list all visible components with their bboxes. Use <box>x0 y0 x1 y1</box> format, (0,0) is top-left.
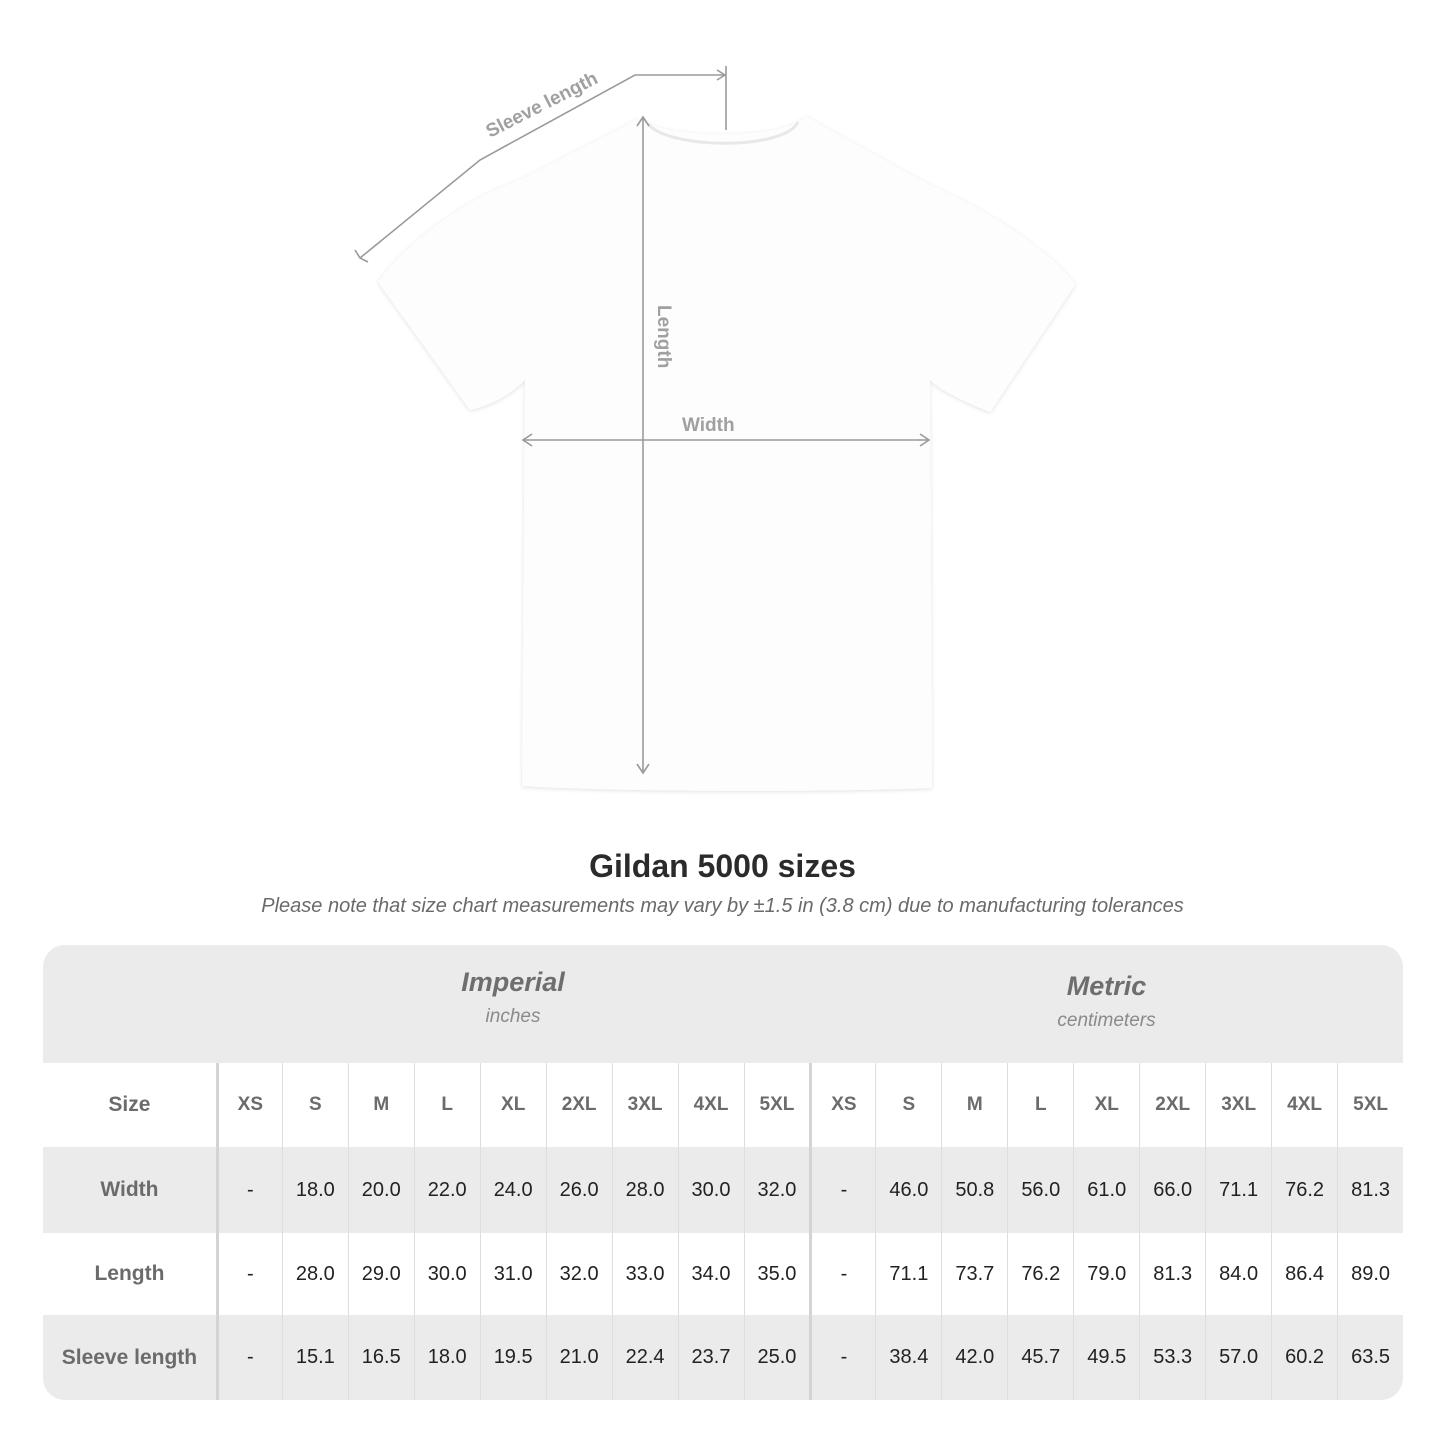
metric-cell: 76.2 <box>1271 1147 1337 1233</box>
metric-cell: S <box>875 1063 941 1147</box>
imperial-cell: 2XL <box>545 1063 612 1147</box>
metric-cell: 3XL <box>1205 1063 1271 1147</box>
metric-cell: 81.3 <box>1337 1147 1403 1233</box>
imperial-header: Imperial inches <box>216 945 810 1063</box>
metric-cell: 2XL <box>1139 1063 1205 1147</box>
table-row: Sleeve length -15.1 16.5 18.0 19.5 21.0 22.4 23… <box>43 1315 1403 1400</box>
imperial-cell: 18.0 <box>281 1147 348 1233</box>
row-label: Sleeve length <box>61 1345 198 1369</box>
metric-unit: centimeters <box>1057 1010 1156 1031</box>
metric-cell: 61.0 <box>1073 1147 1139 1233</box>
metric-cell: - <box>809 1315 875 1400</box>
imperial-title: Imperial <box>461 967 565 997</box>
imperial-cell: XS <box>215 1063 282 1147</box>
metric-title: Metric <box>1066 971 1147 1001</box>
size-header-row: Size XS S M L XL 2XL 3XL 4XL 5XL XS S M L XL 2XL 3XL 4XL 5… <box>43 1063 1403 1147</box>
imperial-cell: M <box>347 1063 414 1147</box>
metric-cell: XS <box>809 1063 875 1147</box>
metric-cell: - <box>809 1233 875 1315</box>
imperial-cell: 21.0 <box>545 1315 612 1400</box>
metric-cell: 71.1 <box>1205 1147 1271 1233</box>
metric-cell: 86.4 <box>1271 1233 1337 1315</box>
metric-cell: 57.0 <box>1205 1315 1271 1400</box>
metric-cell: L <box>1007 1063 1073 1147</box>
imperial-cell: - <box>215 1233 282 1315</box>
metric-cell: 45.7 <box>1007 1315 1073 1400</box>
tshirt-shape <box>378 116 1075 791</box>
row-label: Size <box>108 1093 151 1116</box>
metric-cell: M <box>941 1063 1007 1147</box>
imperial-cell: 22.0 <box>413 1147 480 1233</box>
tolerance-note: Please note that size chart measurements… <box>261 895 1184 917</box>
metric-cell: 50.8 <box>941 1147 1007 1233</box>
imperial-cell: 16.5 <box>347 1315 414 1400</box>
width-label: Width <box>682 415 735 436</box>
size-table: Imperial inches Metric centimeters Size X… <box>43 945 1403 1400</box>
row-label: Length <box>94 1262 165 1285</box>
imperial-cell: 15.1 <box>281 1315 348 1400</box>
imperial-cell: 23.7 <box>677 1315 744 1400</box>
metric-cell: 42.0 <box>941 1315 1007 1400</box>
metric-cell: 84.0 <box>1205 1233 1271 1315</box>
imperial-cell: 19.5 <box>479 1315 546 1400</box>
metric-cell: 79.0 <box>1073 1233 1139 1315</box>
table-row: Width -18.0 20.0 22.0 24.0 26.0 28.0 30.0 32.0-4… <box>43 1147 1403 1233</box>
tshirt-diagram: Sleeve length Length Width <box>354 66 1075 791</box>
imperial-unit: inches <box>485 1006 541 1027</box>
header-band <box>43 945 1403 1063</box>
metric-cell: 4XL <box>1271 1063 1337 1147</box>
metric-cell: 73.7 <box>941 1233 1007 1315</box>
imperial-cell: S <box>281 1063 348 1147</box>
metric-cell: 5XL <box>1337 1063 1403 1147</box>
imperial-cell: 31.0 <box>479 1233 546 1315</box>
metric-cell: 81.3 <box>1139 1233 1205 1315</box>
imperial-cell: 5XL <box>743 1063 810 1147</box>
imperial-cell: 33.0 <box>611 1233 678 1315</box>
imperial-cell: 30.0 <box>413 1233 480 1315</box>
imperial-cell: 32.0 <box>743 1147 810 1233</box>
metric-cell: 49.5 <box>1073 1315 1139 1400</box>
metric-cell: 66.0 <box>1139 1147 1205 1233</box>
imperial-cell: 4XL <box>677 1063 744 1147</box>
metric-cell: 76.2 <box>1007 1233 1073 1315</box>
metric-cell: 89.0 <box>1337 1233 1403 1315</box>
metric-cell: 56.0 <box>1007 1147 1073 1233</box>
imperial-cell: 32.0 <box>545 1233 612 1315</box>
imperial-cell: 22.4 <box>611 1315 678 1400</box>
imperial-cell: 29.0 <box>347 1233 414 1315</box>
imperial-cell: 26.0 <box>545 1147 612 1233</box>
imperial-cell: 3XL <box>611 1063 678 1147</box>
sleeve-length-label: Sleeve length <box>483 68 602 142</box>
metric-cell: 71.1 <box>875 1233 941 1315</box>
metric-cell: 60.2 <box>1271 1315 1337 1400</box>
metric-cell: 46.0 <box>875 1147 941 1233</box>
imperial-cell: 25.0 <box>743 1315 810 1400</box>
imperial-cell: 34.0 <box>677 1233 744 1315</box>
imperial-cell: 28.0 <box>281 1233 348 1315</box>
metric-cell: XL <box>1073 1063 1139 1147</box>
row-band-sleeve <box>43 1315 1403 1400</box>
imperial-cell: 24.0 <box>479 1147 546 1233</box>
table-row: Length -28.0 29.0 30.0 31.0 32.0 33.0 34.0 35.0-… <box>43 1233 1403 1315</box>
row-band-width <box>43 1147 1403 1233</box>
imperial-cell: L <box>413 1063 480 1147</box>
imperial-cell: 28.0 <box>611 1147 678 1233</box>
imperial-cell: XL <box>479 1063 546 1147</box>
imperial-cell: - <box>215 1315 282 1400</box>
imperial-cell: - <box>215 1147 282 1233</box>
chart-title: Gildan 5000 sizes <box>589 848 856 884</box>
metric-cell: 63.5 <box>1337 1315 1403 1400</box>
imperial-cell: 30.0 <box>677 1147 744 1233</box>
imperial-cell: 18.0 <box>413 1315 480 1400</box>
metric-cell: 38.4 <box>875 1315 941 1400</box>
sleeve-length-line <box>359 74 725 259</box>
metric-cell: 53.3 <box>1139 1315 1205 1400</box>
metric-cell: - <box>809 1147 875 1233</box>
imperial-cell: 20.0 <box>347 1147 414 1233</box>
length-label: Length <box>653 305 674 368</box>
imperial-cell: 35.0 <box>743 1233 810 1315</box>
row-label: Width <box>100 1178 159 1201</box>
metric-header: Metric centimeters <box>810 945 1403 1063</box>
